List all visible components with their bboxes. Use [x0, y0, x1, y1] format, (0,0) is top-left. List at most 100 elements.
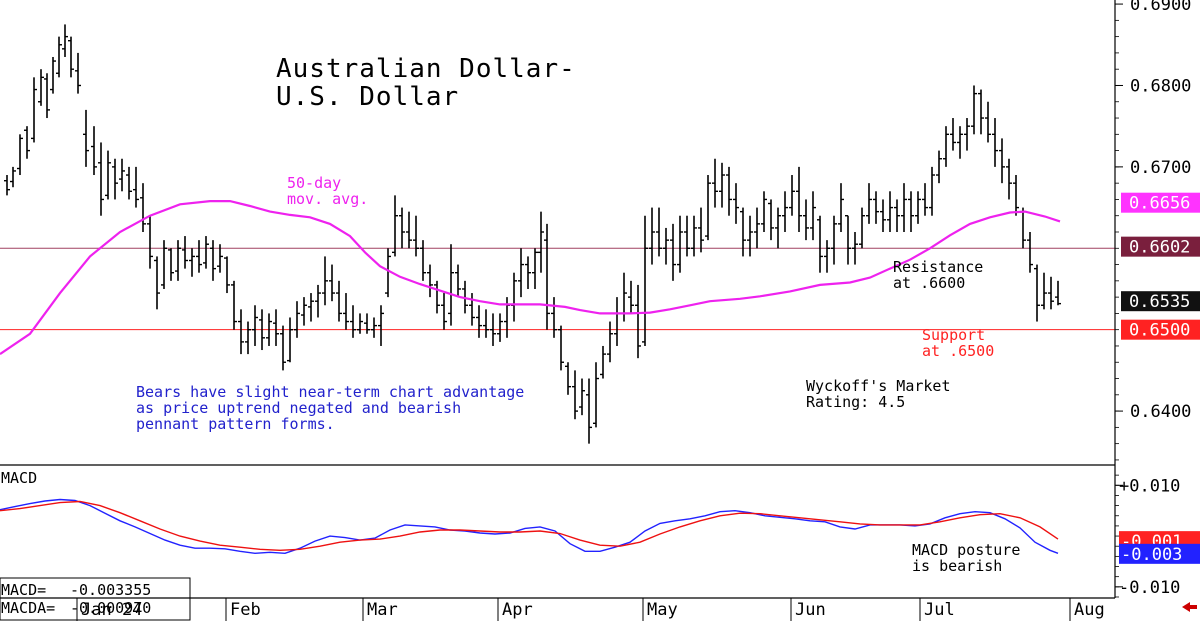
ohlc-bar	[782, 191, 788, 232]
ohlc-bar	[908, 191, 914, 232]
y-tick-label: 0.6700	[1130, 158, 1191, 178]
ohlc-bar	[301, 297, 307, 326]
chart-title: Australian Dollar- U.S. Dollar	[276, 55, 576, 111]
ohlc-bar	[824, 240, 830, 273]
ohlc-bar	[420, 240, 426, 281]
ohlc-bar	[803, 199, 809, 241]
ohlc-bar	[31, 77, 37, 143]
ohlc-bar	[964, 118, 970, 151]
left-arrow-icon	[1182, 602, 1197, 612]
ohlc-bar	[385, 248, 391, 298]
macd-title: MACD	[1, 469, 37, 487]
commentary-text: Bears have slight near-term chart advant…	[136, 383, 525, 433]
ohlc-bar	[649, 207, 655, 265]
ohlc-bar	[294, 301, 300, 338]
x-tick-label: Apr	[502, 600, 533, 620]
macd-price-label-box	[1119, 543, 1200, 564]
ma-line	[0, 200, 1061, 356]
price-label: 0.6500	[1129, 321, 1190, 341]
ohlc-bar	[322, 256, 328, 306]
ohlc-bar	[789, 175, 795, 216]
ohlc-bar	[768, 199, 774, 241]
ohlc-bar	[915, 191, 921, 224]
ohlc-bar	[656, 207, 662, 257]
ohlc-bar	[663, 227, 669, 265]
ohlc-bar	[378, 305, 384, 346]
ohlc-bar	[154, 256, 160, 310]
macd-readout-label: MACD=	[1, 581, 46, 599]
ohlc-bar	[105, 150, 111, 200]
macd-readout-value: -0.000970	[70, 599, 151, 617]
x-tick-label: Jun	[795, 600, 826, 620]
ohlc-bar	[950, 118, 956, 151]
ohlc-bar	[399, 207, 405, 249]
ohlc-bar	[511, 272, 517, 322]
ohlc-bar	[112, 158, 118, 200]
ohlc-bar	[1055, 280, 1061, 306]
ohlc-bar	[712, 158, 718, 208]
ohlc-bar	[971, 85, 977, 135]
ohlc-bar	[490, 313, 496, 346]
ohlc-bar	[210, 240, 216, 281]
ohlc-bar	[343, 293, 349, 330]
ohlc-bar	[364, 313, 370, 334]
macd-y-tick-label: +0.010	[1119, 476, 1180, 496]
ohlc-bar	[747, 215, 753, 257]
ohlc-bar	[538, 211, 544, 273]
ohlc-bar	[140, 183, 146, 232]
ohlc-bar	[189, 248, 195, 277]
ohlc-bar	[831, 215, 837, 265]
ohlc-bar	[810, 191, 816, 241]
ohlc-bar	[796, 166, 802, 232]
ohlc-bar	[280, 325, 286, 371]
ohlc-bar	[775, 207, 781, 249]
macd-readout-label: MACDA=	[1, 599, 55, 617]
ohlc-bar	[175, 240, 181, 281]
ohlc-bar	[1020, 207, 1026, 249]
macd-panel: MACD MACD= -0.003355 MACDA= -0.000970	[0, 469, 1059, 621]
ohlc-bar	[448, 244, 454, 326]
y-tick-label: 0.6400	[1130, 402, 1191, 422]
ohlc-bar	[329, 264, 335, 302]
ohlc-bar	[476, 305, 482, 338]
ohlc-bar	[266, 313, 272, 346]
price-label-box	[1121, 236, 1200, 257]
ohlc-bar	[434, 280, 440, 314]
resistance-label: Resistance at .6600	[893, 258, 984, 292]
macd-readout-box	[0, 577, 191, 621]
ohlc-bar	[1034, 264, 1040, 322]
ohlc-bar	[4, 175, 10, 196]
ohlc-bar	[259, 309, 265, 351]
macd-y-tick-label: -0.010	[1119, 578, 1180, 598]
ohlc-bar	[866, 183, 872, 224]
macd-posture-label: MACD posture is bearish	[912, 541, 1021, 575]
chart-title-text: Australian Dollar- U.S. Dollar	[276, 54, 576, 112]
x-tick-label: Feb	[230, 600, 261, 620]
ohlc-bar	[24, 126, 30, 159]
price-label: 0.6535	[1129, 292, 1190, 312]
ohlc-bar	[551, 297, 557, 338]
ohlc-bar	[217, 244, 223, 273]
y-tick-label: 0.6900	[1130, 0, 1191, 15]
ohlc-bar	[10, 166, 16, 188]
ohlc-bar	[600, 345, 606, 379]
ohlc-bar	[922, 183, 928, 216]
market-rating: Wyckoff's Market Rating: 4.5	[806, 377, 951, 411]
ohlc-bar	[83, 109, 89, 167]
ohlc-bar	[441, 293, 447, 330]
ohlc-bar	[691, 215, 697, 257]
ohlc-bar	[852, 232, 858, 265]
ohlc-bar	[754, 207, 760, 249]
ohlc-bar	[845, 215, 851, 265]
ohlc-bar	[231, 280, 237, 330]
ohlc-bar	[336, 280, 342, 322]
ohlc-bar	[887, 191, 893, 232]
ohlc-bar	[168, 248, 174, 281]
ohlc-bar	[838, 183, 844, 232]
ohlc-bar	[38, 69, 44, 106]
ohlc-bar	[44, 73, 50, 119]
x-tick-label: May	[647, 600, 678, 620]
ohlc-bar	[901, 183, 907, 232]
ohlc-bar	[726, 166, 732, 216]
